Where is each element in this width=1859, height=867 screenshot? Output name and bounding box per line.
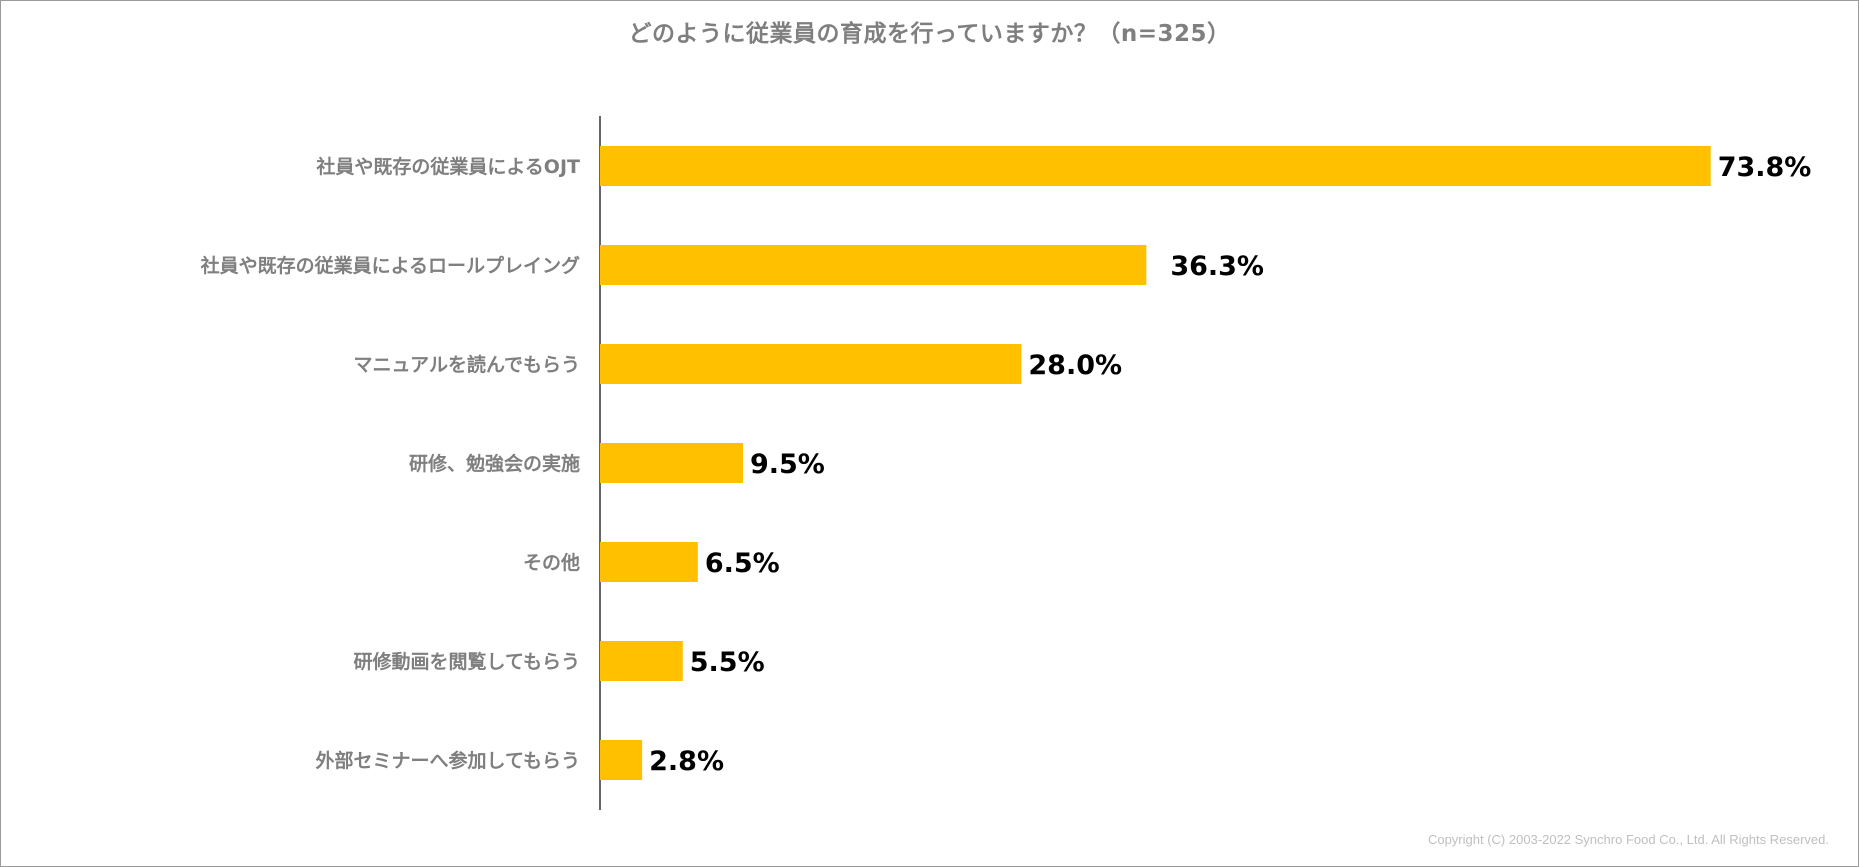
category-label: 社員や既存の従業員によるOJT <box>315 155 580 178</box>
value-label: 28.0% <box>1028 350 1122 381</box>
value-label: 36.3% <box>1170 251 1264 282</box>
category-label: マニュアルを読んでもらう <box>354 353 580 376</box>
category-label: 社員や既存の従業員によるロールプレイング <box>200 254 580 277</box>
bar <box>600 641 683 681</box>
value-label: 6.5% <box>705 548 780 579</box>
category-label: 研修、勉強会の実施 <box>409 452 580 475</box>
bar <box>600 146 1711 186</box>
bar <box>600 344 1022 384</box>
copyright-notice: Copyright (C) 2003-2022 Synchro Food Co.… <box>1427 832 1829 847</box>
value-label: 9.5% <box>750 449 825 480</box>
category-label: 研修動画を閲覧してもらう <box>354 650 580 673</box>
category-label: その他 <box>523 551 580 574</box>
value-label: 73.8% <box>1718 152 1812 183</box>
bar <box>600 245 1147 285</box>
value-label: 5.5% <box>690 647 765 678</box>
bar <box>600 443 743 483</box>
value-label: 2.8% <box>649 746 724 777</box>
bar <box>600 542 698 582</box>
bar <box>600 740 643 780</box>
chart-title: どのように従業員の育成を行っていますか？（n=325） <box>628 21 1231 47</box>
category-label: 外部セミナーへ参加してもらう <box>316 749 580 772</box>
